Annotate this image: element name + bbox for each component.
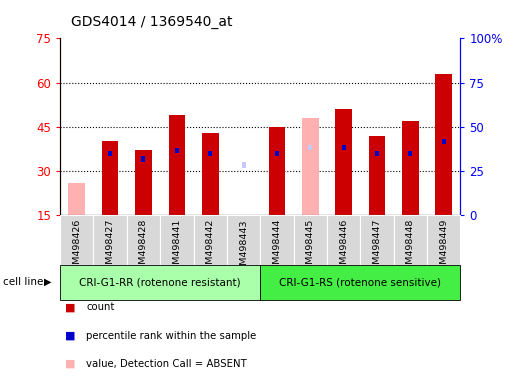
Bar [360, 215, 393, 265]
Text: GSM498443: GSM498443 [239, 219, 248, 276]
Bar [160, 215, 194, 265]
Bar [394, 215, 427, 265]
Text: GSM498444: GSM498444 [272, 219, 281, 276]
Bar [102, 141, 119, 215]
Bar [142, 156, 145, 162]
Bar [427, 215, 460, 265]
Bar [293, 215, 327, 265]
Bar [369, 136, 385, 215]
Text: GSM498449: GSM498449 [439, 219, 448, 276]
Bar [242, 162, 245, 168]
Bar [69, 183, 85, 215]
Bar [108, 151, 112, 156]
Text: ▶: ▶ [44, 277, 51, 287]
Bar [60, 215, 94, 265]
Text: GSM498446: GSM498446 [339, 219, 348, 276]
Bar [408, 151, 412, 156]
Bar [327, 215, 360, 265]
Text: cell line: cell line [3, 277, 43, 287]
Text: GSM498426: GSM498426 [72, 219, 81, 276]
Bar [60, 265, 260, 300]
Bar [335, 109, 352, 215]
Bar [260, 215, 293, 265]
Text: ■: ■ [65, 359, 76, 369]
Bar [441, 139, 446, 144]
Bar [402, 121, 418, 215]
Bar [435, 74, 452, 215]
Text: GDS4014 / 1369540_at: GDS4014 / 1369540_at [71, 15, 232, 29]
Text: GSM498442: GSM498442 [206, 219, 214, 276]
Bar [168, 115, 185, 215]
Bar [302, 118, 319, 215]
Text: GSM498428: GSM498428 [139, 219, 148, 276]
Text: CRI-G1-RS (rotenone sensitive): CRI-G1-RS (rotenone sensitive) [279, 277, 441, 287]
Text: GSM498448: GSM498448 [406, 219, 415, 276]
Bar [227, 215, 260, 265]
Bar [194, 215, 227, 265]
Text: GSM498427: GSM498427 [106, 219, 115, 276]
Text: GSM498445: GSM498445 [306, 219, 315, 276]
Text: count: count [86, 302, 115, 312]
Bar [260, 265, 460, 300]
Bar [127, 215, 160, 265]
Text: CRI-G1-RR (rotenone resistant): CRI-G1-RR (rotenone resistant) [79, 277, 241, 287]
Bar [342, 145, 346, 150]
Bar [275, 151, 279, 156]
Bar [94, 215, 127, 265]
Bar [202, 132, 219, 215]
Text: value, Detection Call = ABSENT: value, Detection Call = ABSENT [86, 359, 247, 369]
Bar [268, 127, 285, 215]
Text: GSM498447: GSM498447 [372, 219, 381, 276]
Bar [308, 145, 312, 150]
Bar [208, 151, 212, 156]
Bar [375, 151, 379, 156]
Bar [135, 150, 152, 215]
Text: percentile rank within the sample: percentile rank within the sample [86, 331, 257, 341]
Text: GSM498441: GSM498441 [173, 219, 181, 276]
Text: ■: ■ [65, 331, 76, 341]
Text: ■: ■ [65, 302, 76, 312]
Bar [175, 147, 179, 153]
